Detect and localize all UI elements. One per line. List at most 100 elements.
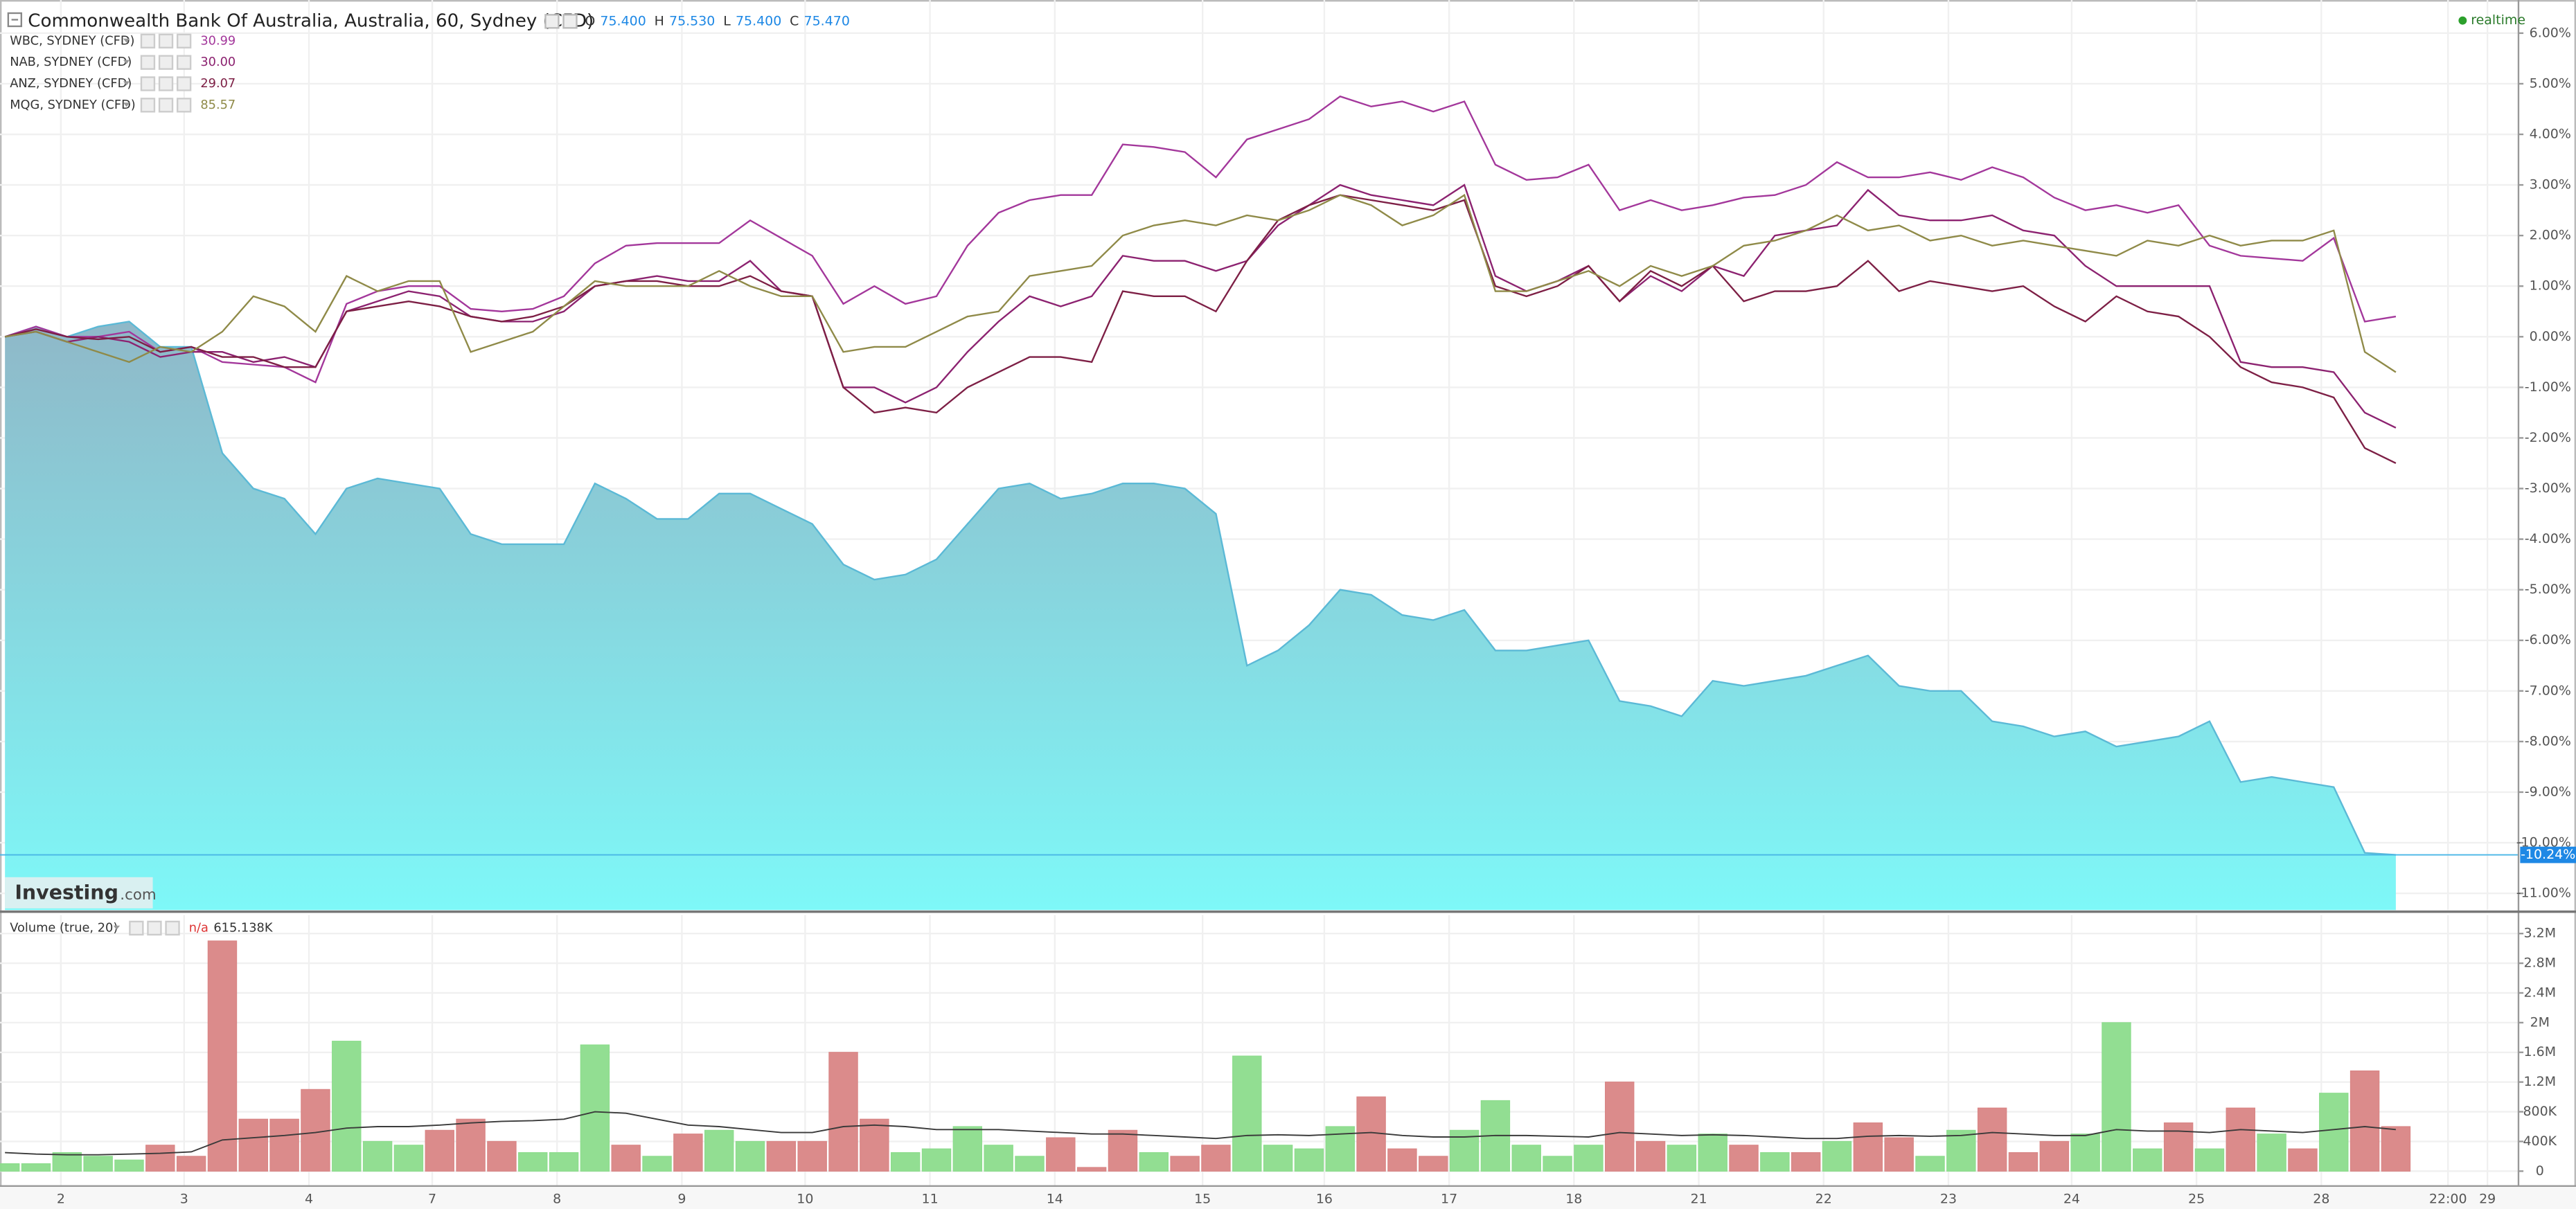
volume-bar: [704, 1129, 734, 1172]
volume-bar: [921, 1148, 952, 1172]
legend-dropdown: [123, 60, 130, 64]
volume-bar: [1977, 1107, 2007, 1172]
volume-bar: [1015, 1156, 1045, 1172]
x-tick-label: 8: [553, 1191, 561, 1206]
volume-bar: [362, 1140, 393, 1172]
x-tick-label: 23: [1940, 1191, 1957, 1206]
volume-bar: [518, 1152, 548, 1172]
legend-name: ANZ, SYDNEY (CFD): [10, 76, 132, 91]
legend-name: WBC, SYDNEY (CFD): [10, 33, 134, 48]
volume-bar: [1635, 1140, 1666, 1172]
volume-bar: [1232, 1055, 1262, 1172]
legend-price: 30.00: [200, 55, 236, 69]
x-tick-label: 17: [1441, 1191, 1457, 1206]
y-tick-label: 1.6M: [2524, 1044, 2557, 1059]
y-tick-label: -8.00%: [2525, 733, 2571, 749]
series-line: [4, 193, 2397, 373]
volume-bar: [1729, 1145, 1759, 1172]
volume-bar: [549, 1152, 579, 1172]
ohlc-key: L: [723, 13, 731, 28]
x-tick-label: 14: [1047, 1191, 1063, 1206]
volume-bar: [145, 1145, 175, 1172]
volume-dropdown: [113, 925, 121, 930]
x-tick-label: 11: [922, 1191, 939, 1206]
watermark-box: [5, 877, 153, 908]
volume-bar: [1294, 1148, 1324, 1172]
volume-bar: [2102, 1022, 2131, 1172]
volume-bar: [735, 1140, 765, 1172]
y-tick-label: 4.00%: [2530, 127, 2571, 142]
volume-bar: [269, 1118, 299, 1172]
volume-bar: [52, 1152, 82, 1172]
x-tick-label: 2: [57, 1191, 65, 1206]
volume-bar: [0, 1163, 20, 1172]
legend-icon: [158, 55, 174, 70]
volume-bar: [673, 1134, 703, 1172]
y-tick-label: 2.4M: [2524, 985, 2557, 1000]
y-tick-label: 2M: [2530, 1014, 2550, 1030]
volume-bar: [1822, 1140, 1852, 1172]
volume-bar: [2039, 1140, 2070, 1172]
volume-bar: [1108, 1129, 1138, 1172]
area: [5, 321, 2396, 911]
x-tick-label: 22: [1815, 1191, 1832, 1206]
volume-title: Volume (true, 20): [10, 920, 118, 935]
volume-bar: [83, 1156, 113, 1172]
labels: Commonwealth Bank Of Australia, Australi…: [5, 10, 2576, 1206]
volume-bar: [332, 1041, 362, 1172]
volume-bar: [952, 1126, 983, 1172]
volume-bar: [1170, 1156, 1200, 1172]
volume-bar: [1946, 1129, 1976, 1172]
y-tick-label: -5.00%: [2525, 582, 2571, 597]
y-tick-label: 2.8M: [2524, 956, 2557, 971]
y-tick-label: -3.00%: [2525, 481, 2571, 496]
x-tick-label: 21: [1690, 1191, 1707, 1206]
ohlc-value: 75.400: [600, 13, 646, 28]
area-line: [4, 321, 2396, 856]
realtime-status: realtime: [2471, 12, 2525, 28]
legend-name: NAB, SYDNEY (CFD): [10, 55, 132, 69]
volume-bar: [1915, 1156, 1945, 1172]
legend-icon: [176, 76, 192, 91]
volume-bar: [1046, 1137, 1076, 1172]
y-tick-label: -11.00%: [2516, 886, 2571, 901]
volume-bar: [1419, 1156, 1448, 1172]
y-tick-label: -10.00%: [2516, 835, 2571, 850]
volume-bar: [860, 1118, 889, 1172]
volume-bar: [1667, 1145, 1697, 1172]
legend-price: 30.99: [200, 33, 236, 48]
legend-icon: [158, 76, 174, 91]
legend-icon: [158, 33, 174, 48]
legend-price: 85.57: [200, 98, 236, 112]
volume-bar: [2381, 1126, 2411, 1172]
volume-bar: [21, 1163, 51, 1172]
x-tick-label: 4: [305, 1191, 313, 1206]
volume-bar: [1201, 1145, 1231, 1172]
series-line: [4, 194, 2397, 465]
settings-icon: [544, 14, 560, 29]
volume-bar: [456, 1118, 486, 1172]
volume-bar: [611, 1145, 641, 1172]
legend-icon: [176, 55, 192, 70]
x-tick-label: 25: [2188, 1191, 2205, 1206]
volume-bar: [1263, 1145, 1293, 1172]
x-tick-label: 24: [2063, 1191, 2080, 1206]
volume-bar: [2008, 1152, 2038, 1172]
marks: [0, 95, 2519, 1172]
legend-dropdown: [123, 38, 130, 43]
ohlc-key: H: [655, 13, 664, 28]
x-tick-label: 9: [677, 1191, 686, 1206]
volume-bar: [2194, 1148, 2225, 1172]
volume-bar: [642, 1156, 672, 1172]
volume-bar: [207, 940, 238, 1172]
y-tick-label: 800K: [2523, 1104, 2557, 1119]
volume-bar: [1574, 1145, 1604, 1172]
volume-last: 615.138K: [213, 920, 274, 935]
legend-icon: [176, 98, 192, 113]
legend-price: 29.07: [200, 76, 236, 91]
x-tick-label: 16: [1316, 1191, 1333, 1206]
last-value-box: [2520, 846, 2576, 863]
collapse-icon: [7, 12, 23, 28]
volume-bar: [1387, 1148, 1417, 1172]
volume-bar: [984, 1145, 1013, 1172]
